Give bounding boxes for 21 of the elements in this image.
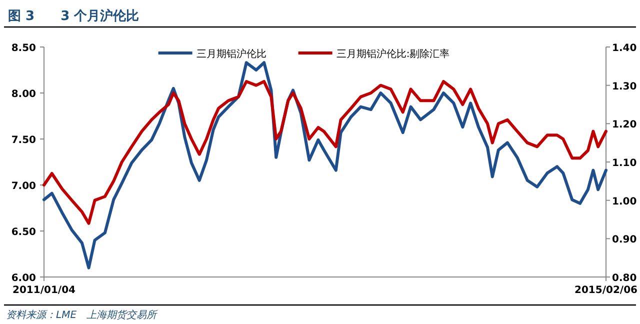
y-tick-label: 8.00 xyxy=(11,89,36,100)
y-tick-label: 6.00 xyxy=(11,273,36,284)
y-tick-label: 7.50 xyxy=(11,135,36,146)
line-series xyxy=(42,80,608,225)
y2-tick-label: 1.20 xyxy=(612,120,637,131)
x-tick-label: 2011/01/04 xyxy=(12,285,76,296)
y2-tick-label: 1.40 xyxy=(612,43,637,54)
legend-label: 三月期铝沪伦比 xyxy=(196,48,266,60)
x-tick-label: 2015/02/06 xyxy=(574,285,638,296)
chart-title: 图 3 3 个月沪伦比 xyxy=(8,8,140,24)
y2-tick-label: 0.80 xyxy=(612,273,637,284)
y2-tick-label: 1.10 xyxy=(612,158,637,169)
text: 资料来源：LME 上海期货交易所 xyxy=(6,309,159,321)
y2-tick-label: 1.00 xyxy=(612,196,637,208)
y2-tick-label: 1.30 xyxy=(612,81,637,92)
y-tick-label: 7.00 xyxy=(11,181,36,192)
legend-label: 三月期铝沪伦比:剔除汇率 xyxy=(336,48,450,60)
line-series xyxy=(42,61,608,270)
y-tick-label: 8.50 xyxy=(11,43,36,54)
y-tick-label: 6.50 xyxy=(11,227,36,238)
y2-tick-label: 0.90 xyxy=(612,234,637,246)
